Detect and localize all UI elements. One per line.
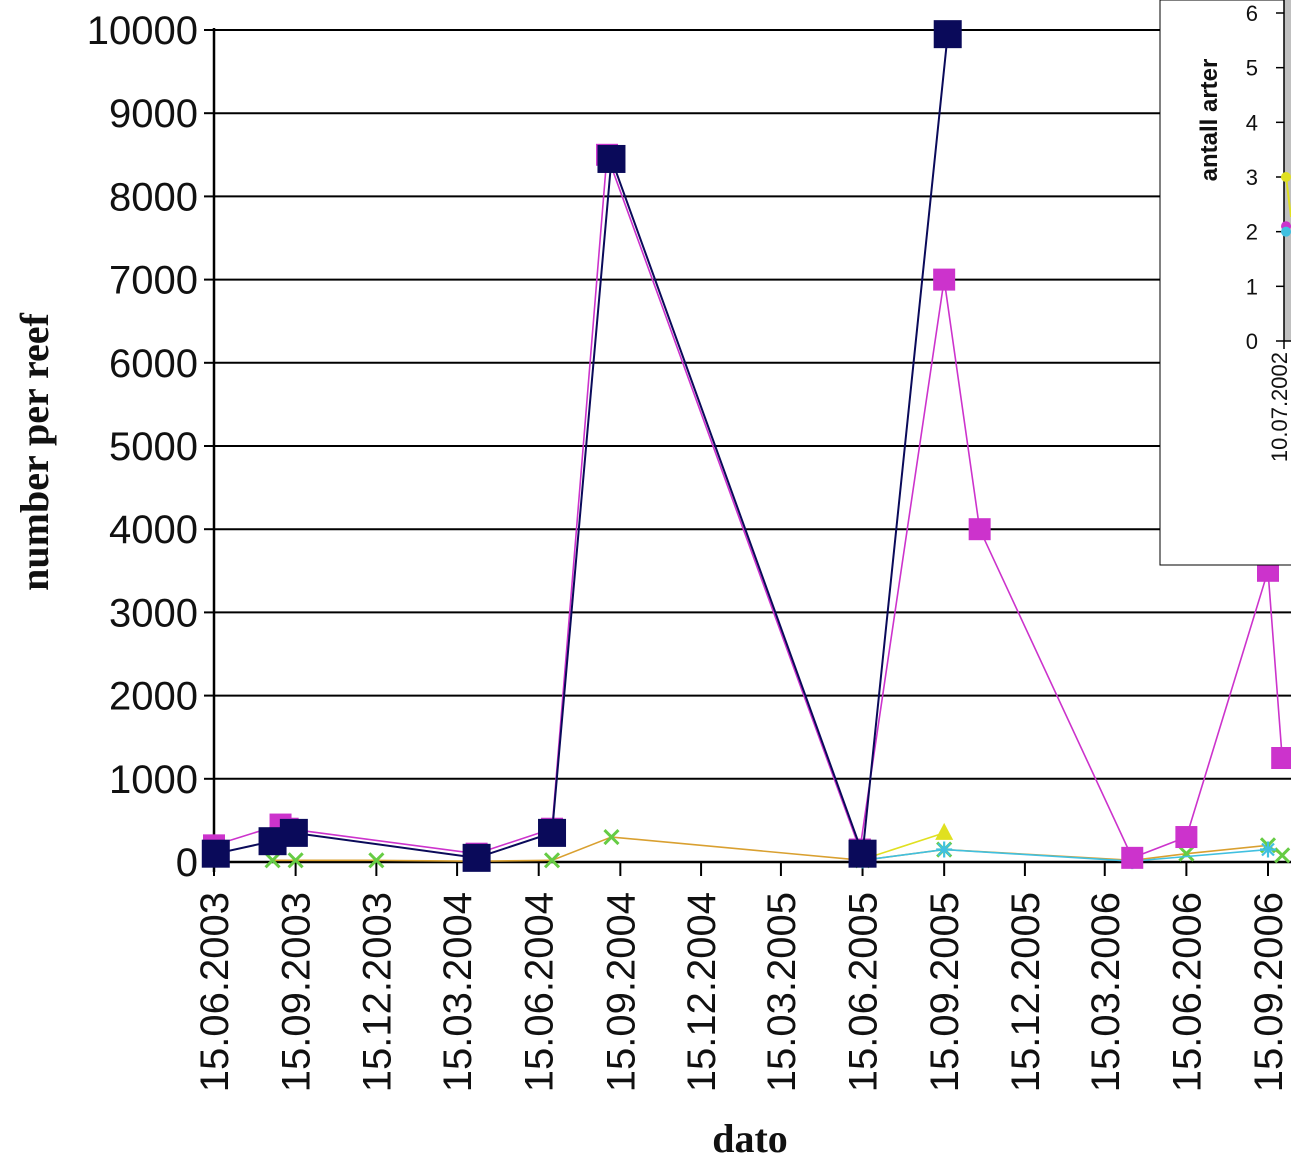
data-point (368, 852, 385, 869)
inset-y-tick-label: 2 (1246, 220, 1258, 245)
series-group (201, 20, 1291, 872)
data-point (1121, 846, 1144, 869)
y-tick-label: 6000 (109, 342, 198, 386)
y-tick-label: 0 (176, 841, 198, 885)
y-tick-label: 1000 (109, 758, 198, 802)
inset-y-tick-label: 1 (1246, 274, 1258, 299)
data-point (936, 841, 953, 858)
inset-y-axis-title: antall arter (1196, 59, 1223, 182)
data-point (848, 839, 877, 868)
y-axis-title: number per reef (12, 312, 57, 590)
data-point (538, 818, 567, 847)
x-tick-label: 15.06.2005 (842, 892, 886, 1092)
x-tick-label: 15.12.2004 (680, 892, 724, 1092)
data-point (462, 843, 491, 872)
x-tick-label: 15.03.2006 (1084, 892, 1128, 1092)
x-axis-title: dato (712, 1116, 788, 1160)
x-tick-label: 15.09.2005 (923, 892, 967, 1092)
x-tick-label: 15.12.2005 (1004, 892, 1048, 1092)
x-tick-label: 15.03.2004 (436, 892, 480, 1092)
inset-y-tick-label: 6 (1246, 1, 1258, 26)
inset-plot-area (1284, 0, 1291, 341)
data-point (1178, 845, 1195, 862)
y-tick-label: 2000 (109, 675, 198, 719)
data-point (1271, 747, 1291, 769)
x-tick-label: 15.09.2003 (275, 892, 319, 1092)
inset-data-point (1281, 226, 1291, 237)
inset-y-tick-label: 4 (1246, 110, 1258, 135)
inset-y-tick-label: 5 (1246, 56, 1258, 81)
data-point (1260, 841, 1276, 858)
x-tick-label: 15.12.2003 (355, 892, 399, 1092)
inset-chart: 0 1 2 3 4 5 6 antall arter 10.07.2002 (1159, 0, 1291, 566)
y-tick-label: 5000 (109, 425, 198, 469)
inset-x-tick-label: 10.07.2002 (1267, 352, 1291, 462)
inset-y-tick-label: 3 (1246, 165, 1258, 190)
data-point (287, 852, 304, 869)
x-tick-label: 15.06.2004 (518, 892, 562, 1092)
data-point (1175, 826, 1198, 849)
data-point (1274, 847, 1291, 864)
y-tick-label: 9000 (109, 92, 198, 136)
data-point (264, 852, 281, 869)
y-tick-label: 4000 (109, 508, 198, 552)
series-line (272, 836, 1283, 862)
x-tick-label: 15.06.2003 (193, 892, 237, 1092)
data-point (968, 518, 991, 541)
x-tick-label: 15.06.2006 (1165, 892, 1209, 1092)
inset-ticks: 0 1 2 3 4 5 6 (1246, 1, 1291, 354)
y-tick-label: 8000 (109, 175, 198, 219)
inset-data-point (1281, 172, 1291, 182)
x-tick-label: 15.03.2005 (760, 892, 804, 1092)
data-point (603, 828, 620, 846)
series-line (862, 848, 1269, 862)
x-tick-label: 15.09.2004 (599, 892, 643, 1092)
data-point (935, 822, 954, 840)
y-tick-label: 10000 (87, 9, 198, 53)
data-point (597, 144, 626, 173)
inset-series-line (1285, 176, 1291, 218)
series-line (213, 154, 1283, 859)
data-point (279, 818, 308, 847)
data-point (201, 839, 230, 868)
main-plot: 0 1000 2000 3000 4000 5000 6000 7000 8000 9000 100… (87, 9, 1291, 1092)
inset-background (1159, 0, 1291, 566)
inset-series (1281, 172, 1291, 237)
inset-y-tick-label: 0 (1246, 329, 1258, 354)
y-tick-label: 7000 (109, 259, 198, 303)
data-point (933, 20, 962, 49)
data-point (933, 268, 956, 291)
data-point (543, 852, 561, 869)
y-tick-label: 3000 (109, 591, 198, 635)
x-tick-label: 15.09.2006 (1247, 892, 1291, 1092)
